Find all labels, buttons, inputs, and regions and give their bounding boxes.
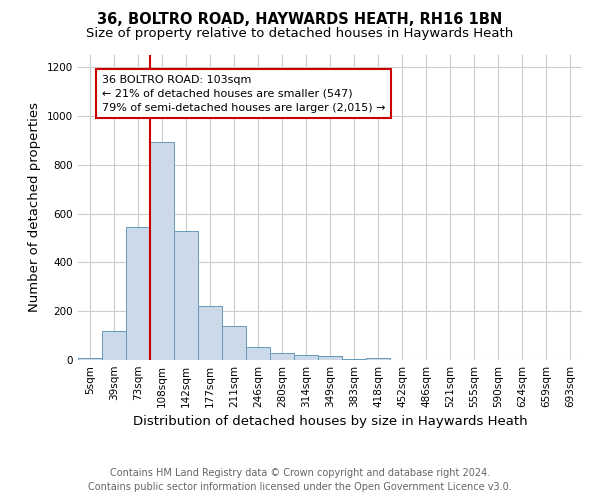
Bar — [270, 352, 294, 360]
Text: Contains HM Land Registry data © Crown copyright and database right 2024.
Contai: Contains HM Land Registry data © Crown c… — [88, 468, 512, 492]
Bar — [78, 358, 102, 360]
Bar — [294, 355, 318, 360]
Text: 36, BOLTRO ROAD, HAYWARDS HEATH, RH16 1BN: 36, BOLTRO ROAD, HAYWARDS HEATH, RH16 1B… — [97, 12, 503, 28]
X-axis label: Distribution of detached houses by size in Haywards Heath: Distribution of detached houses by size … — [133, 416, 527, 428]
Text: Size of property relative to detached houses in Haywards Heath: Size of property relative to detached ho… — [86, 28, 514, 40]
Bar — [150, 142, 174, 360]
Bar — [342, 359, 366, 360]
Bar — [126, 226, 150, 360]
Bar — [198, 306, 222, 360]
Bar — [318, 356, 342, 360]
Bar — [174, 230, 198, 360]
Y-axis label: Number of detached properties: Number of detached properties — [28, 102, 41, 312]
Bar — [102, 330, 126, 360]
Bar — [222, 326, 246, 360]
Bar — [366, 358, 390, 360]
Bar — [246, 348, 270, 360]
Text: 36 BOLTRO ROAD: 103sqm
← 21% of detached houses are smaller (547)
79% of semi-de: 36 BOLTRO ROAD: 103sqm ← 21% of detached… — [102, 74, 386, 112]
